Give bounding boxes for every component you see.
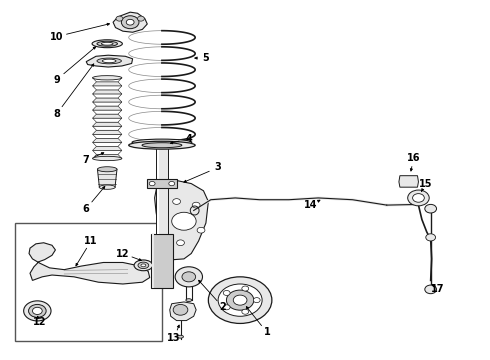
Polygon shape bbox=[93, 130, 122, 134]
Ellipse shape bbox=[132, 139, 192, 145]
Text: 4: 4 bbox=[185, 134, 192, 144]
Ellipse shape bbox=[186, 299, 192, 302]
Text: 11: 11 bbox=[84, 236, 98, 246]
Ellipse shape bbox=[98, 167, 117, 172]
Circle shape bbox=[197, 227, 205, 233]
Text: 3: 3 bbox=[215, 162, 221, 172]
Polygon shape bbox=[93, 110, 122, 114]
Circle shape bbox=[242, 286, 248, 291]
Polygon shape bbox=[93, 98, 122, 102]
Polygon shape bbox=[93, 150, 122, 154]
Circle shape bbox=[425, 285, 437, 294]
Text: 2: 2 bbox=[220, 302, 226, 312]
FancyBboxPatch shape bbox=[15, 223, 162, 341]
Polygon shape bbox=[93, 94, 122, 98]
Text: 13: 13 bbox=[168, 333, 181, 343]
Polygon shape bbox=[155, 180, 208, 260]
Ellipse shape bbox=[92, 40, 122, 48]
Circle shape bbox=[175, 267, 202, 287]
Circle shape bbox=[24, 301, 51, 321]
Ellipse shape bbox=[129, 141, 195, 149]
Polygon shape bbox=[93, 82, 122, 86]
Circle shape bbox=[426, 234, 436, 241]
Ellipse shape bbox=[101, 42, 113, 45]
Circle shape bbox=[116, 16, 123, 21]
Polygon shape bbox=[113, 12, 147, 32]
Circle shape bbox=[253, 298, 260, 303]
Circle shape bbox=[208, 277, 272, 323]
Text: 15: 15 bbox=[419, 179, 433, 189]
Text: 6: 6 bbox=[83, 204, 90, 214]
Ellipse shape bbox=[141, 264, 146, 267]
Text: 12: 12 bbox=[33, 317, 47, 327]
Bar bbox=[151, 234, 172, 288]
Text: 10: 10 bbox=[50, 32, 64, 41]
Polygon shape bbox=[93, 134, 122, 138]
Bar bbox=[152, 234, 154, 288]
Polygon shape bbox=[93, 90, 122, 94]
Circle shape bbox=[32, 307, 42, 315]
Ellipse shape bbox=[134, 260, 153, 271]
Polygon shape bbox=[170, 302, 196, 320]
Text: 5: 5 bbox=[202, 53, 209, 63]
Text: 9: 9 bbox=[53, 75, 60, 85]
Text: 16: 16 bbox=[407, 153, 420, 163]
Bar bbox=[156, 146, 168, 234]
Text: 1: 1 bbox=[264, 327, 270, 337]
Ellipse shape bbox=[97, 58, 122, 64]
Circle shape bbox=[182, 272, 196, 282]
Ellipse shape bbox=[97, 41, 118, 46]
Polygon shape bbox=[93, 126, 122, 130]
Circle shape bbox=[192, 202, 200, 208]
Text: 7: 7 bbox=[83, 155, 90, 165]
Ellipse shape bbox=[138, 262, 149, 269]
Circle shape bbox=[223, 291, 230, 296]
Circle shape bbox=[233, 295, 247, 305]
Text: 14: 14 bbox=[304, 200, 318, 210]
Ellipse shape bbox=[93, 156, 122, 161]
Polygon shape bbox=[93, 86, 122, 90]
Polygon shape bbox=[93, 118, 122, 122]
Text: 12: 12 bbox=[116, 248, 129, 258]
Circle shape bbox=[172, 212, 196, 230]
Circle shape bbox=[149, 181, 155, 186]
Polygon shape bbox=[93, 114, 122, 118]
Circle shape bbox=[413, 194, 424, 202]
Circle shape bbox=[28, 305, 46, 318]
Circle shape bbox=[172, 199, 180, 204]
Polygon shape bbox=[86, 55, 133, 67]
Polygon shape bbox=[93, 106, 122, 110]
Polygon shape bbox=[93, 122, 122, 126]
Ellipse shape bbox=[99, 185, 115, 189]
Bar bbox=[147, 179, 176, 188]
Polygon shape bbox=[93, 142, 122, 147]
Polygon shape bbox=[93, 147, 122, 150]
Bar bbox=[157, 146, 159, 234]
Polygon shape bbox=[93, 138, 122, 142]
Circle shape bbox=[223, 305, 230, 310]
Ellipse shape bbox=[142, 143, 182, 148]
Polygon shape bbox=[93, 102, 122, 106]
Polygon shape bbox=[93, 154, 122, 158]
Circle shape bbox=[176, 240, 184, 246]
Circle shape bbox=[218, 284, 262, 316]
Circle shape bbox=[169, 181, 174, 186]
Ellipse shape bbox=[93, 76, 122, 80]
Circle shape bbox=[226, 290, 254, 310]
Polygon shape bbox=[93, 78, 122, 82]
Polygon shape bbox=[98, 169, 117, 187]
Polygon shape bbox=[29, 243, 150, 284]
Circle shape bbox=[126, 19, 134, 25]
Circle shape bbox=[173, 305, 188, 315]
Circle shape bbox=[425, 204, 437, 213]
Circle shape bbox=[122, 16, 139, 29]
Circle shape bbox=[408, 190, 429, 206]
Circle shape bbox=[242, 309, 248, 314]
Ellipse shape bbox=[102, 59, 116, 63]
Ellipse shape bbox=[177, 335, 183, 338]
Text: 17: 17 bbox=[431, 284, 445, 294]
Polygon shape bbox=[399, 176, 418, 187]
Circle shape bbox=[138, 16, 145, 21]
Text: 8: 8 bbox=[53, 109, 60, 119]
